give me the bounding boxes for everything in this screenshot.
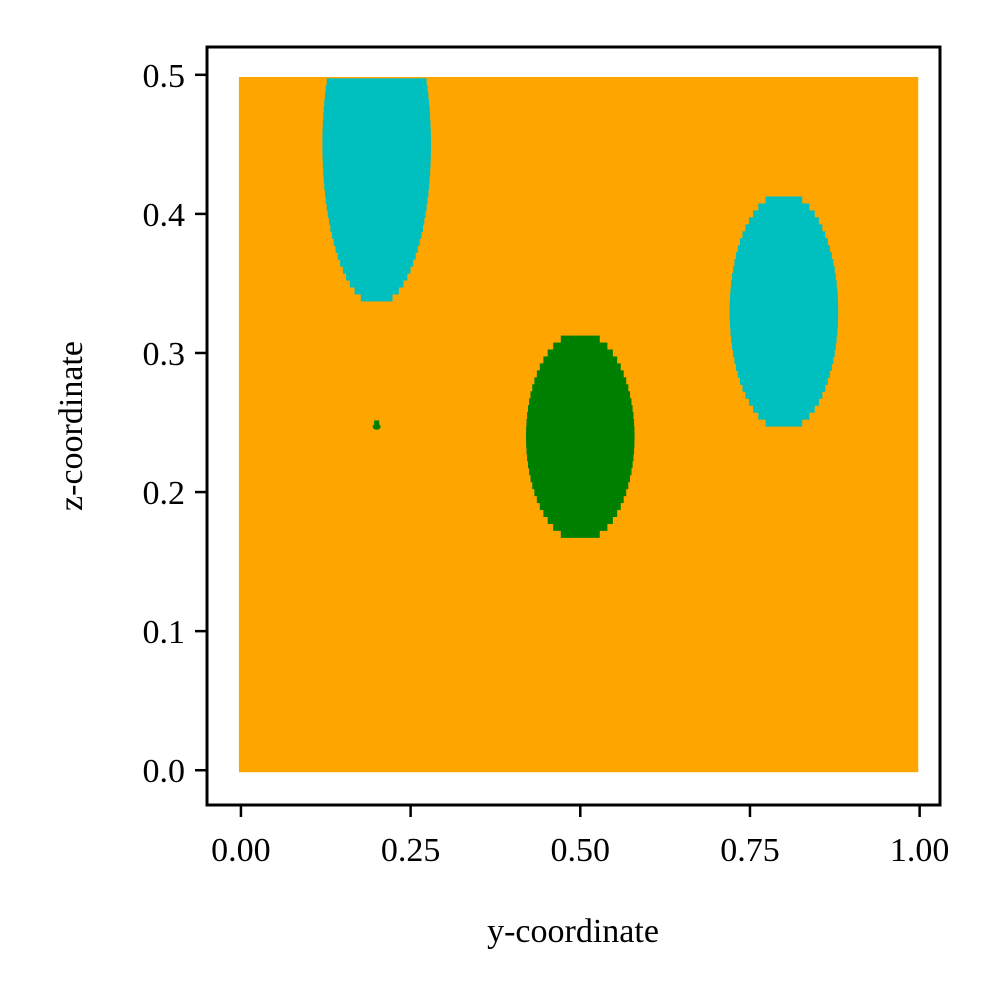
y-tick-label: 0.3 (143, 336, 186, 373)
x-axis-label: y-coordinate (487, 913, 659, 950)
x-tick-label: 0.75 (720, 832, 780, 869)
plot-area (238, 76, 919, 773)
y-axis: 0.0 0.1 0.2 0.3 0.4 0.5 (143, 58, 207, 790)
y-tick-label: 0.1 (143, 614, 186, 651)
region-1 (729, 196, 839, 427)
x-tick-label: 0.25 (381, 832, 441, 869)
x-axis: 0.00 0.25 0.50 0.75 1.00 (211, 805, 949, 869)
x-tick-label: 0.50 (551, 832, 611, 869)
y-axis-label: z-coordinate (53, 341, 90, 511)
y-tick-label: 0.5 (143, 58, 186, 95)
y-tick-label: 0.4 (143, 197, 186, 234)
y-tick-label: 0.2 (143, 475, 186, 512)
region-2 (525, 335, 635, 538)
axes-frame (205, 45, 942, 807)
y-tick-label: 0.0 (143, 753, 186, 790)
x-tick-label: 0.00 (211, 832, 271, 869)
region-0 (322, 78, 431, 302)
region-3 (372, 420, 381, 430)
x-tick-label: 1.00 (890, 832, 950, 869)
